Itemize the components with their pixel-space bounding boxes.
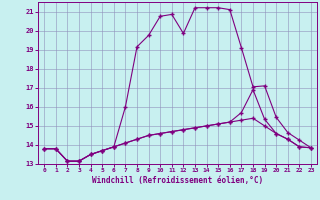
X-axis label: Windchill (Refroidissement éolien,°C): Windchill (Refroidissement éolien,°C) [92, 176, 263, 185]
